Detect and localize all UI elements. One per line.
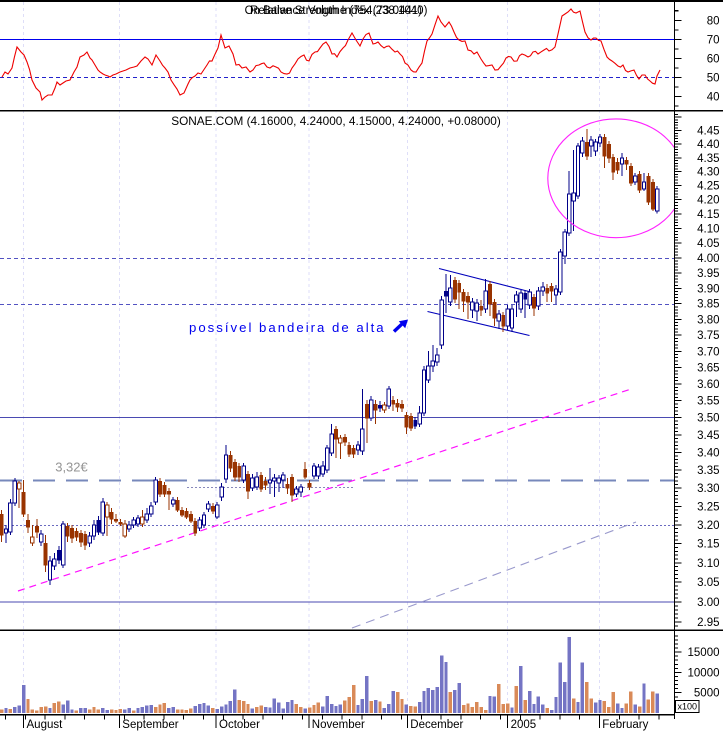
svg-text:3.20: 3.20 [697, 520, 719, 532]
svg-text:4.40: 4.40 [697, 139, 719, 151]
svg-text:3.55: 3.55 [697, 396, 719, 408]
svg-text:3.70: 3.70 [697, 346, 719, 358]
svg-text:October: October [219, 719, 260, 731]
svg-text:September: September [122, 719, 178, 731]
svg-text:possível bandeira de alta: possível bandeira de alta [189, 320, 386, 335]
svg-text:Relative Strength Index (73.04: Relative Strength Index (73.0441) [250, 5, 422, 17]
svg-text:3.45: 3.45 [697, 430, 719, 442]
svg-text:3.40: 3.40 [697, 447, 719, 459]
svg-text:4.00: 4.00 [697, 253, 719, 265]
svg-text:4.45: 4.45 [697, 126, 719, 138]
svg-text:SONAE.COM (4.16000, 4.24000, 4: SONAE.COM (4.16000, 4.24000, 4.15000, 4.… [171, 114, 501, 128]
svg-text:November: November [312, 719, 365, 731]
svg-text:3.10: 3.10 [697, 558, 719, 570]
svg-text:3.30: 3.30 [697, 483, 719, 495]
svg-text:40: 40 [707, 92, 720, 104]
svg-text:4.15: 4.15 [697, 209, 719, 221]
svg-text:15000: 15000 [688, 647, 720, 659]
svg-text:3.90: 3.90 [697, 283, 719, 295]
svg-text:4.05: 4.05 [697, 238, 719, 250]
svg-text:3.80: 3.80 [697, 314, 719, 326]
svg-text:80: 80 [707, 15, 720, 27]
svg-text:3.05: 3.05 [697, 577, 719, 589]
svg-text:10000: 10000 [688, 667, 720, 679]
svg-text:3.00: 3.00 [697, 597, 719, 609]
svg-text:70: 70 [707, 34, 720, 46]
svg-text:3.50: 3.50 [697, 413, 719, 425]
svg-text:4.25: 4.25 [697, 181, 719, 193]
svg-text:3.35: 3.35 [697, 465, 719, 477]
svg-text:60: 60 [707, 54, 720, 66]
svg-text:2.95: 2.95 [697, 617, 719, 629]
svg-text:4.20: 4.20 [697, 195, 719, 207]
svg-text:3.60: 3.60 [697, 379, 719, 391]
svg-text:February: February [602, 719, 648, 731]
svg-text:3.85: 3.85 [697, 299, 719, 311]
svg-text:3.65: 3.65 [697, 363, 719, 375]
svg-text:3,32€: 3,32€ [55, 460, 88, 475]
svg-text:3.95: 3.95 [697, 268, 719, 280]
svg-text:2005: 2005 [511, 719, 537, 731]
svg-text:On Balance Volume (754,238.104: On Balance Volume (754,238.1040) [245, 5, 428, 17]
svg-text:3.75: 3.75 [697, 330, 719, 342]
svg-text:December: December [410, 719, 463, 731]
svg-text:4.30: 4.30 [697, 167, 719, 179]
svg-text:x100: x100 [678, 702, 698, 712]
svg-text:4.35: 4.35 [697, 153, 719, 165]
svg-text:5000: 5000 [694, 688, 720, 700]
svg-text:50: 50 [707, 73, 720, 85]
svg-text:August: August [27, 719, 64, 731]
svg-text:3.25: 3.25 [697, 501, 719, 513]
svg-text:3.15: 3.15 [697, 539, 719, 551]
svg-text:4.10: 4.10 [697, 224, 719, 236]
